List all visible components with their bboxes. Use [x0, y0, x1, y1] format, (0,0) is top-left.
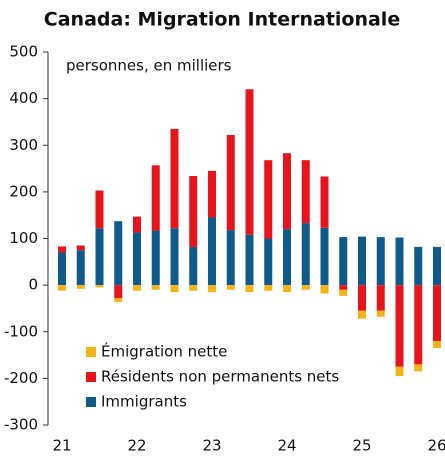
y-tick-label: 500 — [9, 43, 38, 61]
bar-segment — [395, 285, 404, 367]
legend-swatch — [86, 347, 96, 357]
y-tick-label: 300 — [9, 136, 38, 154]
y-tick-label: 100 — [9, 229, 38, 247]
legend-label: Immigrants — [101, 393, 187, 411]
bar-segment — [433, 246, 441, 286]
bar-segment — [358, 285, 366, 311]
bar-segment — [320, 227, 329, 286]
bar-segment — [76, 285, 85, 289]
bar-segment — [414, 285, 423, 365]
y-tick-label: -300 — [4, 416, 38, 434]
bar-segment — [320, 176, 329, 228]
bar-segment — [95, 285, 104, 288]
bar-segment — [358, 236, 366, 286]
x-tick-label: 25 — [352, 437, 371, 455]
x-tick-label: 26 — [427, 437, 445, 455]
bar-segment — [339, 289, 348, 296]
x-tick-label: 22 — [127, 437, 146, 455]
bar-segment — [226, 230, 235, 286]
chart-title: Canada: Migration Internationale — [44, 9, 400, 31]
bar-segment — [58, 252, 66, 286]
y-tick-label: -200 — [4, 369, 38, 387]
bar-segment — [320, 285, 329, 294]
y-tick-label: 0 — [28, 276, 38, 294]
bar-segment — [264, 285, 273, 291]
bar-segment — [95, 190, 104, 229]
bar-segment — [151, 165, 160, 231]
y-tick-label: 400 — [9, 89, 38, 107]
bar-segment — [170, 285, 179, 293]
bar-segment — [245, 89, 254, 235]
bar-segment — [58, 246, 66, 253]
bar-segment — [189, 285, 198, 291]
bar-segment — [264, 238, 273, 286]
bar-segment — [133, 216, 141, 233]
bar-segment — [283, 229, 291, 286]
bar-segment — [264, 160, 273, 239]
bar-segment — [189, 176, 198, 247]
bar-segment — [414, 246, 423, 286]
bar-segment — [376, 237, 385, 286]
x-tick-label: 21 — [52, 437, 71, 455]
legend-swatch — [86, 372, 96, 382]
bar-segment — [376, 285, 385, 311]
bar-segment — [301, 285, 310, 290]
bar-segment — [208, 285, 216, 293]
bar-segment — [245, 234, 254, 286]
bar-segment — [433, 285, 441, 342]
bar-segment — [395, 366, 404, 377]
bar-segment — [414, 364, 423, 372]
bar-segment — [245, 285, 254, 293]
bar-segment — [114, 221, 123, 286]
bar-segment — [58, 285, 66, 291]
bar-segment — [433, 341, 441, 349]
bar-segment — [133, 285, 141, 291]
bar-segment — [76, 245, 85, 251]
y-tick-label: 200 — [9, 182, 38, 200]
bar-segment — [189, 246, 198, 286]
bar-segment — [114, 285, 123, 299]
bar-segment — [339, 237, 348, 286]
bar-segment — [208, 217, 216, 286]
bar-segment — [283, 285, 291, 293]
x-tick-label: 23 — [202, 437, 221, 455]
legend-swatch — [86, 397, 96, 407]
bar-segment — [151, 285, 160, 290]
bar-segment — [395, 237, 404, 286]
bar-segment — [170, 128, 179, 229]
bar-segment — [133, 232, 141, 286]
bar-segment — [114, 298, 123, 302]
bar-segment — [208, 170, 216, 218]
bar-segment — [301, 160, 310, 224]
bar-segment — [151, 230, 160, 286]
bar-segment — [339, 285, 348, 290]
legend-label: Résidents non permanents nets — [101, 368, 339, 386]
bar-segment — [76, 250, 85, 286]
annotation: personnes, en milliers — [66, 57, 232, 75]
bar-segment — [95, 228, 104, 286]
bar-segment — [301, 223, 310, 286]
y-tick-label: -100 — [4, 322, 38, 340]
bar-segment — [170, 228, 179, 286]
bar-segment — [376, 310, 385, 317]
x-tick-label: 24 — [277, 437, 296, 455]
bar-segment — [283, 153, 291, 230]
legend-label: Émigration nette — [101, 342, 227, 361]
bar-segment — [226, 134, 235, 231]
bar-segment — [226, 285, 235, 290]
bar-segment — [358, 310, 366, 319]
